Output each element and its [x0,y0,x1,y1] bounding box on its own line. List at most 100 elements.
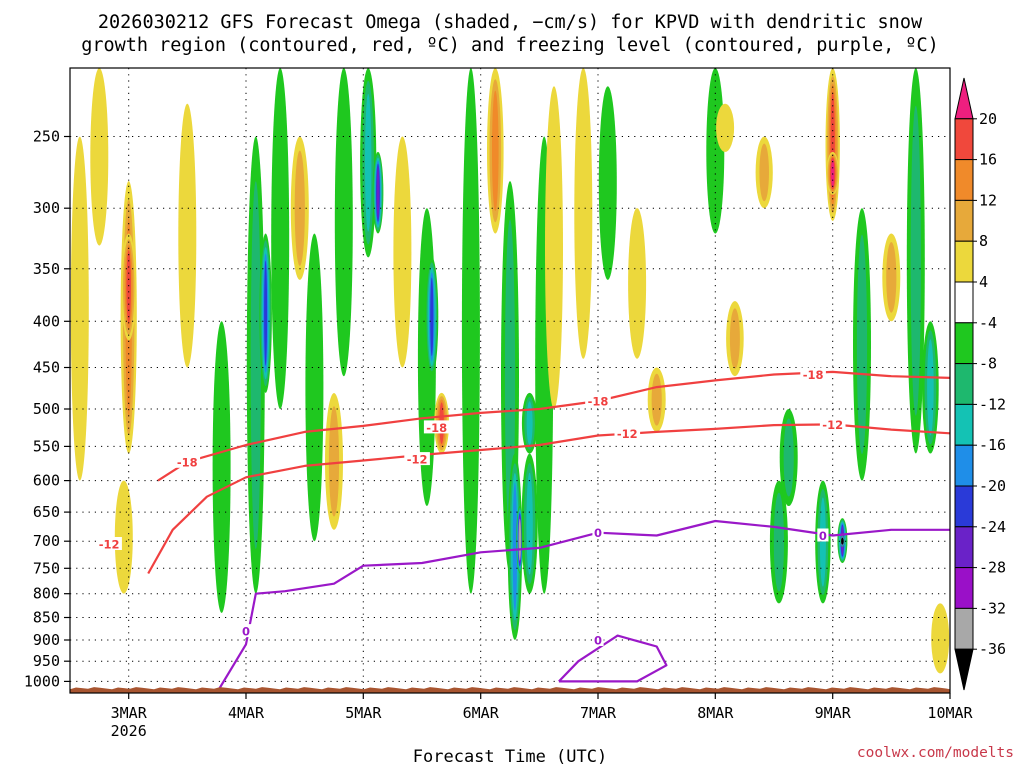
colorbar-label: 8 [979,232,988,250]
omega-cell [783,418,794,497]
x-tick-label: 5MAR [345,704,382,722]
omega-cell [598,86,617,280]
y-tick-label: 250 [33,128,60,146]
omega-cell [856,234,868,454]
y-tick-label: 350 [33,260,60,278]
contour-label-background [240,624,252,638]
contour-label-background [614,426,641,440]
contour-label: 0 [594,634,602,648]
omega-cell [212,321,231,613]
contour-label-background [819,417,846,431]
omega-cell [526,401,533,446]
omega-cell [628,208,647,359]
contour-label-background [800,367,826,381]
contour-label: -12 [407,453,428,467]
colorbar-swatch [954,240,974,283]
credit-text: coolwx.com/modelts [857,745,1014,761]
omega-cell [574,68,593,359]
omega-cell [305,233,324,542]
colorbar: 20 16 12 8 4 -4 -8 -12 -16 -20 -24 -28 -32 -36 [954,77,1006,691]
y-axis: 250 300 350 400 450 500 550 600 650 700 750 800 850 9… [24,128,70,690]
contour-label: -18 [426,421,447,435]
colorbar-swatch [954,607,974,650]
colorbar-label: -28 [979,559,1006,577]
omega-shading [70,68,950,674]
contour-label: -18 [177,455,198,469]
contour-label-background [585,394,611,407]
y-tick-label: 600 [33,472,60,490]
y-tick-label: 800 [33,585,60,603]
y-tick-label: 850 [33,609,60,627]
colorbar-label: -8 [979,355,997,373]
omega-cell [271,68,290,409]
contour-label-background [404,452,430,466]
y-tick-label: 950 [33,652,60,670]
contour-label: -18 [803,368,824,382]
contour-label-background [174,454,201,468]
x-tick-label: 9MAR [815,704,852,722]
omega-cell [334,68,353,377]
colorbar-bottom-arrow [954,648,974,691]
omega-cell [178,103,197,368]
omega-cell [504,219,516,536]
y-tick-label: 500 [33,400,60,418]
y-tick-label: 550 [33,437,60,455]
x-tick-label: 8MAR [697,704,734,722]
chart-title-line-1: 2026030212 GFS Forecast Omega (shaded, −… [98,12,923,33]
omega-cell [773,492,785,592]
omega-cell [518,518,522,561]
omega-cell [328,406,340,517]
y-tick-label: 400 [33,312,60,330]
colorbar-swatch [954,322,974,365]
y-tick-label: 1000 [24,672,60,690]
contour-label: -12 [99,538,120,552]
colorbar-label: 20 [979,110,997,128]
colorbar-swatch [954,199,974,242]
contour-label: -18 [588,395,609,409]
colorbar-label: -32 [979,599,1006,617]
colorbar-label: 16 [979,151,997,169]
omega-cell [492,90,499,211]
omega-cell [512,482,518,611]
omega-cell [430,277,434,356]
y-tick-label: 700 [33,532,60,550]
x-tick-label: 10MAR [927,704,973,722]
y-tick-label: 650 [33,503,60,521]
plot-frame [69,67,951,694]
colorbar-swatch [954,403,974,446]
omega-cell [70,136,89,481]
colorbar-label: -4 [979,314,997,332]
contour-line [558,634,668,683]
omega-cell [716,103,735,152]
colorbar-swatch [954,118,974,161]
contour-label: 0 [242,625,250,639]
colorbar-swatch [954,159,974,201]
omega-cell [526,472,533,575]
contour-label-background [592,525,604,539]
colorbar-swatch [954,363,974,405]
x-tick-label: 3MAR [111,704,148,722]
contour-label: -12 [617,427,638,441]
omega-cell [729,308,740,369]
omega-cell [910,105,921,416]
omega-cell [651,373,662,426]
y-tick-label: 750 [33,559,60,577]
colorbar-swatch [954,567,974,609]
contour-label-background [423,420,450,434]
omega-cell [376,166,380,219]
colorbar-swatch [954,444,974,487]
colorbar-top-arrow [954,77,974,120]
omega-cell [819,497,826,587]
contour-lines: -18 -18 -18 -18 -12 -12 -12 -12 0 0 0 0 [96,367,950,693]
contour-label-background [96,537,122,550]
y-tick-label: 900 [33,631,60,649]
omega-cell [393,136,412,368]
omega-cell [841,537,844,545]
colorbar-label: -20 [979,477,1006,495]
omega-cell [264,260,268,366]
chart-title-line-2: growth region (contoured, red, ºC) and f… [81,35,939,56]
y-tick-label: 450 [33,359,60,377]
omega-cell [126,250,131,324]
